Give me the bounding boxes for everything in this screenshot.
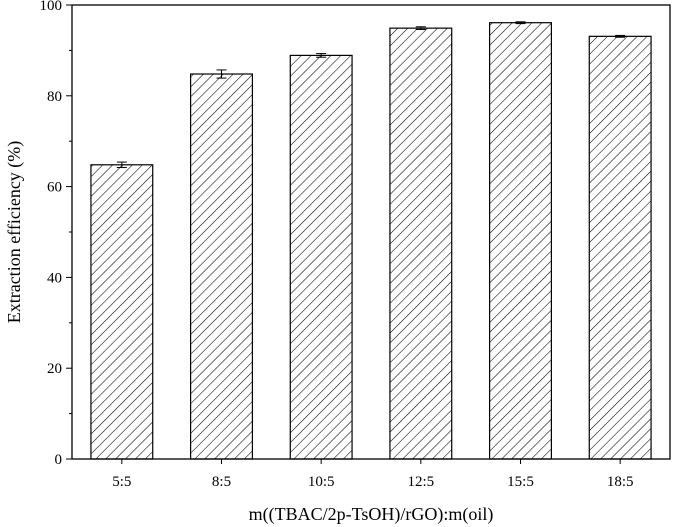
error-bar-10-5: [316, 53, 327, 58]
x-tick-label: 10:5: [308, 474, 335, 490]
bar-15-5: [489, 22, 552, 460]
x-axis-label: m((TBAC/2p-TsOH)/rGO):m(oil): [249, 504, 494, 525]
error-bar-12-5: [415, 26, 426, 31]
bar-18-5: [588, 35, 652, 460]
y-tick-label: 80: [47, 89, 62, 105]
y-axis-label: Extraction efficiency (%): [4, 141, 25, 324]
bar-5-5: [90, 164, 154, 460]
x-tick-label: 5:5: [112, 474, 131, 490]
error-bar-15-5: [515, 21, 526, 25]
error-bars-layer: [116, 21, 626, 169]
bar-10-5: [289, 54, 353, 460]
error-bar-18-5: [615, 34, 626, 38]
y-tick-label: 100: [40, 0, 63, 14]
x-tick-label: 15:5: [507, 474, 534, 490]
x-tick-label: 12:5: [407, 474, 434, 490]
error-bar-5-5: [116, 161, 127, 169]
y-tick-label: 60: [47, 180, 62, 196]
x-tick-label: 18:5: [607, 474, 634, 490]
plot-frame: [71, 4, 671, 460]
error-bar-8-5: [216, 69, 227, 79]
y-tick-label: 20: [47, 361, 62, 377]
x-tick-label: 8:5: [212, 474, 231, 490]
x-axis-ticks: 5:5 8:5 10:5 12:5 15:5 18:5: [112, 459, 634, 490]
bars-layer: [90, 22, 652, 460]
y-tick-label: 40: [47, 270, 62, 286]
bar-12-5: [389, 27, 453, 460]
y-axis-ticks: 0 20 40 60 80 100: [40, 0, 72, 468]
y-tick-label: 0: [55, 452, 63, 468]
bar-8-5: [190, 73, 253, 460]
